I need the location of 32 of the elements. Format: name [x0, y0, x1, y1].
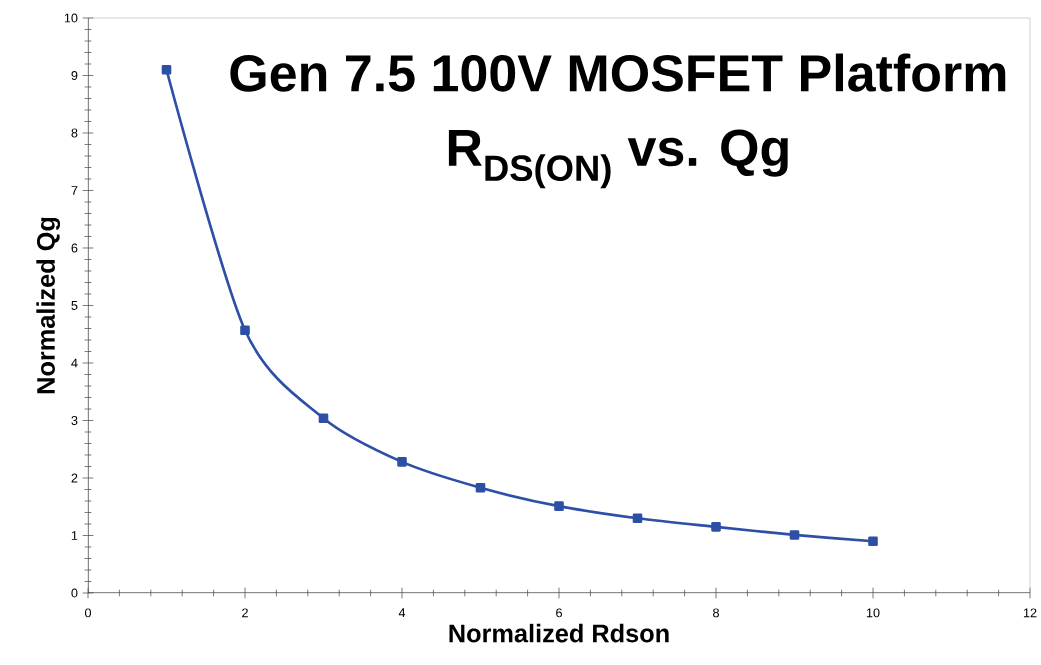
- y-tick-label: 6: [71, 243, 78, 253]
- y-tick-label: 8: [71, 128, 78, 138]
- y-tick-label: 10: [64, 13, 78, 23]
- x-tick-label: 4: [398, 608, 406, 618]
- y-tick-label: 1: [71, 531, 78, 540]
- y-tick-label: 7: [71, 186, 78, 195]
- x-axis-title: Normalized Rdson: [449, 623, 669, 643]
- y-tick-label: 5: [71, 301, 78, 310]
- x-tick-label: 8: [713, 608, 719, 618]
- y-axis-title: Normalized Qg: [36, 217, 61, 394]
- y-tick-label: 2: [71, 473, 78, 483]
- x-tick-label: 12: [1023, 608, 1037, 618]
- point: [711, 522, 721, 532]
- text: Gen 7.5 100V MOSFET Platform: [230, 53, 1006, 92]
- x-tick-label: 0: [84, 608, 92, 618]
- point: [554, 501, 564, 511]
- point: [632, 513, 643, 524]
- point: [161, 64, 172, 75]
- y-tick-label: 4: [71, 358, 78, 368]
- point: [789, 530, 800, 540]
- point: [318, 413, 329, 424]
- point: [240, 325, 250, 336]
- point: [397, 457, 407, 467]
- x-tick-label: 10: [866, 608, 880, 618]
- text: R$_{DS(ON)}$ vs. Qg: [448, 129, 788, 189]
- x-tick-label: 2: [242, 608, 248, 618]
- point: [475, 482, 486, 493]
- x-tick-label: 6: [556, 608, 562, 618]
- point: [868, 536, 878, 547]
- y-tick-label: 0: [71, 588, 78, 598]
- y-tick-label: 3: [71, 416, 78, 425]
- y-tick-label: 9: [71, 71, 78, 80]
